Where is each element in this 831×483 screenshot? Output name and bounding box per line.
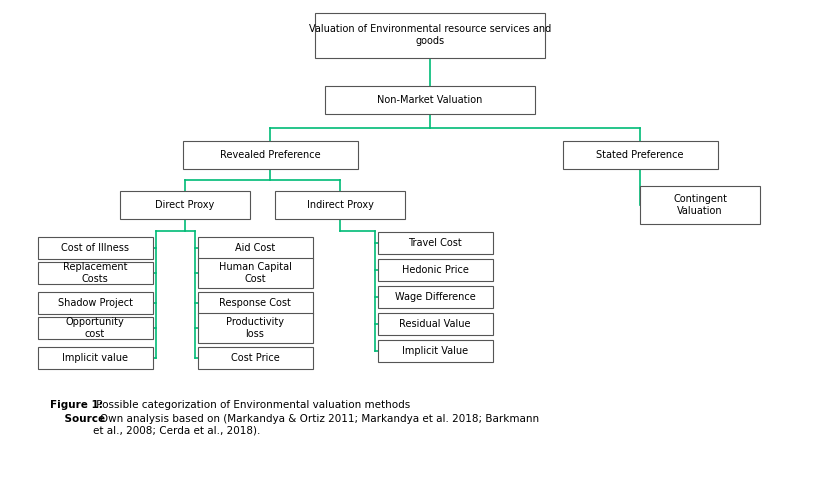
FancyBboxPatch shape <box>315 13 545 57</box>
Text: Possible categorization of Environmental valuation methods: Possible categorization of Environmental… <box>93 400 411 410</box>
FancyBboxPatch shape <box>37 262 153 284</box>
FancyBboxPatch shape <box>37 317 153 339</box>
FancyBboxPatch shape <box>183 141 357 169</box>
Text: Residual Value: Residual Value <box>399 319 470 329</box>
Text: Travel Cost: Travel Cost <box>408 238 462 248</box>
FancyBboxPatch shape <box>377 313 493 335</box>
Text: Cost of Illness: Cost of Illness <box>61 243 129 253</box>
Text: Hedonic Price: Hedonic Price <box>401 265 469 275</box>
FancyBboxPatch shape <box>37 292 153 314</box>
Text: Aid Cost: Aid Cost <box>235 243 275 253</box>
Text: Implicit value: Implicit value <box>62 353 128 363</box>
FancyBboxPatch shape <box>37 237 153 259</box>
Text: Response Cost: Response Cost <box>219 298 291 308</box>
FancyBboxPatch shape <box>120 191 250 219</box>
FancyBboxPatch shape <box>198 237 312 259</box>
Text: Figure 1:: Figure 1: <box>50 400 103 410</box>
FancyBboxPatch shape <box>275 191 405 219</box>
FancyBboxPatch shape <box>325 86 535 114</box>
Text: : Own analysis based on (Markandya & Ortiz 2011; Markandya et al. 2018; Barkmann: : Own analysis based on (Markandya & Ort… <box>93 414 539 436</box>
FancyBboxPatch shape <box>563 141 717 169</box>
FancyBboxPatch shape <box>640 186 760 224</box>
Text: Contingent
Valuation: Contingent Valuation <box>673 194 727 216</box>
Text: Revealed Preference: Revealed Preference <box>219 150 320 160</box>
Text: Human Capital
Cost: Human Capital Cost <box>219 262 292 284</box>
FancyBboxPatch shape <box>198 292 312 314</box>
Text: Opportunity
cost: Opportunity cost <box>66 317 125 339</box>
Text: Shadow Project: Shadow Project <box>57 298 132 308</box>
Text: Cost Price: Cost Price <box>231 353 279 363</box>
FancyBboxPatch shape <box>198 313 312 343</box>
Text: Replacement
Costs: Replacement Costs <box>63 262 127 284</box>
FancyBboxPatch shape <box>377 232 493 254</box>
FancyBboxPatch shape <box>377 340 493 362</box>
FancyBboxPatch shape <box>198 258 312 288</box>
Text: Source: Source <box>50 414 106 424</box>
Text: Valuation of Environmental resource services and
goods: Valuation of Environmental resource serv… <box>309 24 551 46</box>
Text: Implicit Value: Implicit Value <box>402 346 468 356</box>
Text: Productivity
loss: Productivity loss <box>226 317 284 339</box>
FancyBboxPatch shape <box>377 259 493 281</box>
FancyBboxPatch shape <box>198 347 312 369</box>
Text: Wage Difference: Wage Difference <box>395 292 475 302</box>
Text: Non-Market Valuation: Non-Market Valuation <box>377 95 483 105</box>
Text: Indirect Proxy: Indirect Proxy <box>307 200 373 210</box>
Text: Stated Preference: Stated Preference <box>597 150 684 160</box>
FancyBboxPatch shape <box>37 347 153 369</box>
Text: Direct Proxy: Direct Proxy <box>155 200 214 210</box>
FancyBboxPatch shape <box>377 286 493 308</box>
